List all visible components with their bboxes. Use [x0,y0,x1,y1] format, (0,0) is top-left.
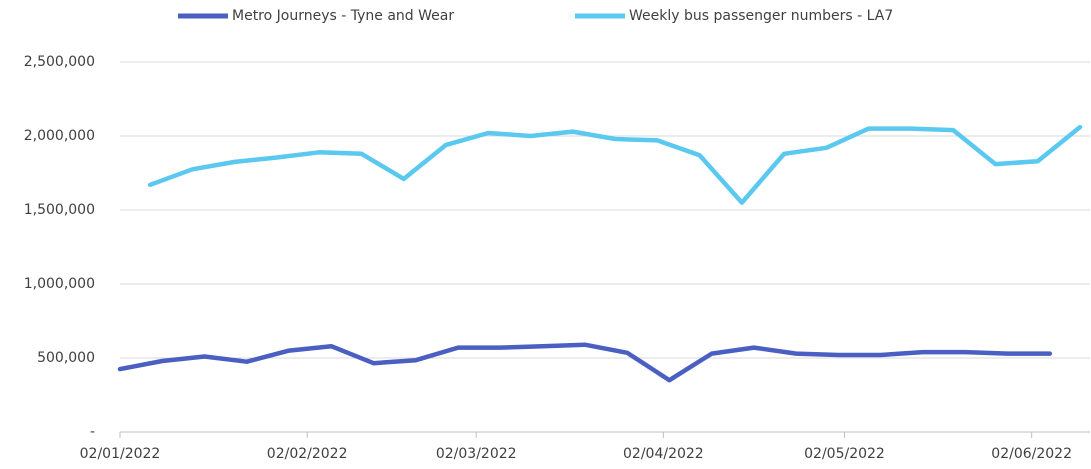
y-tick-label: 1,000,000 [24,276,95,292]
x-tick-label: 02/05/2022 [804,446,885,462]
y-tick-label: 500,000 [37,350,95,366]
x-tick-label: 02/04/2022 [623,446,704,462]
y-tick-label: 2,000,000 [24,128,95,144]
y-tick-label: - [90,424,95,440]
x-tick-label: 02/06/2022 [991,446,1072,462]
x-tick-label: 02/01/2022 [80,446,161,462]
legend-label: Weekly bus passenger numbers - LA7 [629,8,893,24]
y-tick-label: 2,500,000 [24,54,95,70]
series-line [117,342,1053,383]
y-tick-label: 1,500,000 [24,202,95,218]
x-tick-label: 02/03/2022 [436,446,517,462]
series-line [147,124,1083,205]
legend-label: Metro Journeys - Tyne and Wear [232,8,454,24]
x-tick-label: 02/02/2022 [267,446,348,462]
